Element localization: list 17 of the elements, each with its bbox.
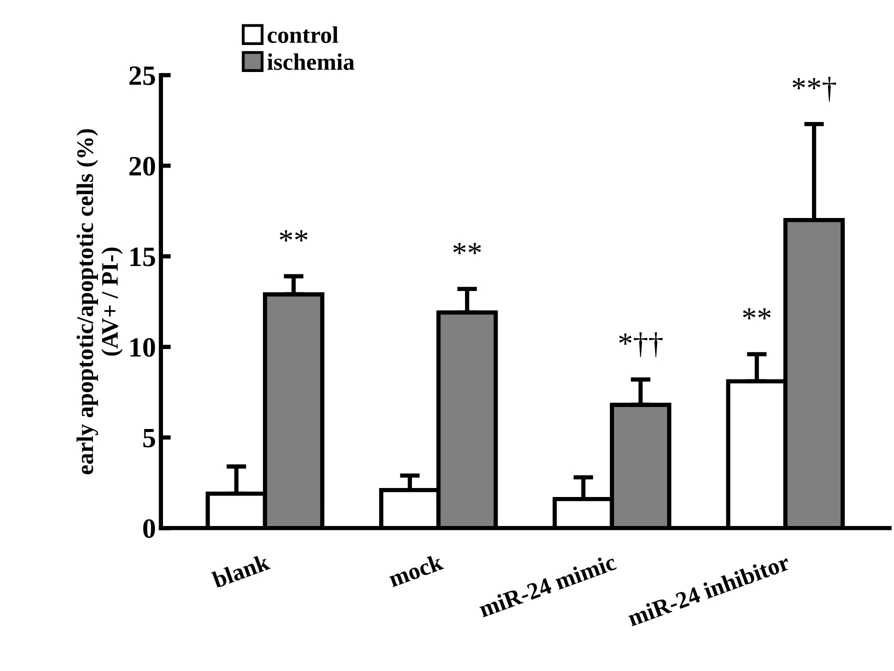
y-tick-label: 5 [143,428,156,448]
annotation: *†† [619,332,663,358]
annotation: ** [280,230,308,242]
annotation: **† [792,76,836,102]
y-tick-label: 15 [130,248,156,266]
y-tick-label: 25 [129,66,156,86]
x-tick-label: miR-24 mimic [478,553,618,618]
legend-label: control [268,26,338,43]
x-tick-label: blank [211,553,271,588]
y-tick-label: 10 [130,338,155,357]
annotation: ** [743,308,771,320]
y-tick-label: 20 [129,156,155,176]
annotation: ** [453,242,481,254]
y-tick-label: 0 [143,519,155,538]
x-tick-label: mock [387,553,444,588]
legend-label: ischemia [267,53,354,70]
y-axis-title: early apoptotic/apoptotic cells (%) (AV+ / PI-) [76,129,123,474]
